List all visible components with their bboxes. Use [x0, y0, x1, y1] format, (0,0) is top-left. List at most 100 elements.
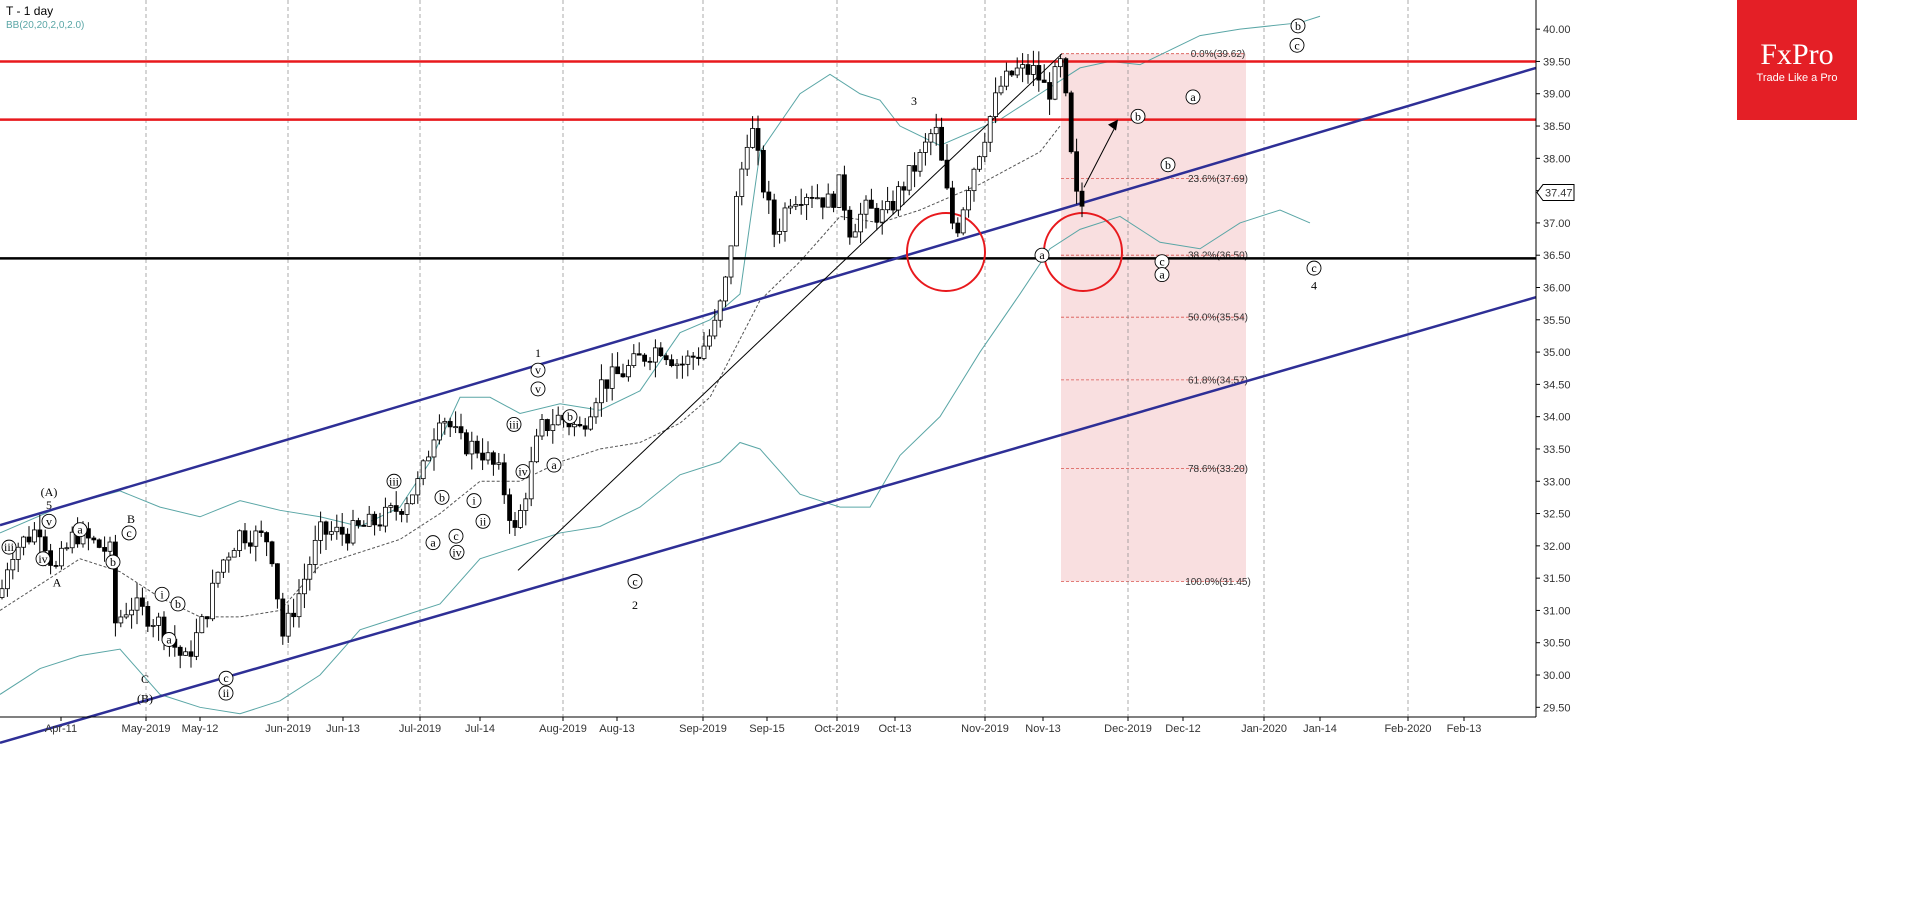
wave-label: (B) — [137, 692, 153, 706]
last-price-marker — [1536, 184, 1575, 202]
candle-bullish — [593, 402, 599, 418]
candle-bullish — [226, 556, 232, 561]
price-tick-label: 39.00 — [1543, 89, 1571, 101]
time-tick-label: Apr-11 — [45, 723, 77, 735]
candle-bullish — [107, 541, 113, 552]
candle-bearish — [669, 359, 674, 367]
wave-label-circle — [218, 685, 234, 701]
candle-bullish — [193, 632, 199, 657]
wave-label-circle — [562, 409, 578, 425]
candle-bearish — [501, 462, 507, 496]
candle-bearish — [26, 536, 32, 543]
candles — [0, 50, 1085, 669]
forecast-arrow — [1083, 129, 1115, 188]
candle-bullish — [534, 435, 539, 463]
candle-bullish — [858, 213, 863, 233]
candle-bullish — [993, 92, 998, 117]
wave-label: a — [1039, 248, 1045, 262]
price-tick-label: 35.00 — [1543, 347, 1571, 359]
time-tick-label: Dec-2019 — [1104, 723, 1152, 735]
fib-label: 100.0%(31.45) — [1185, 577, 1251, 588]
candle-bearish — [890, 200, 896, 211]
candle-bearish — [139, 597, 145, 607]
candle-bullish — [312, 539, 318, 565]
candle-bullish — [431, 439, 437, 458]
time-tick-label: Sep-15 — [749, 723, 784, 735]
candle-bearish — [939, 126, 944, 161]
wave-label-circle — [1289, 37, 1305, 53]
wave-label: a — [430, 536, 436, 550]
wave-label: iv — [518, 465, 527, 479]
time-tick-label: Feb-13 — [1447, 723, 1482, 735]
candle-bullish — [588, 416, 593, 430]
candle-bullish — [436, 422, 442, 441]
highlight-circle — [906, 211, 986, 292]
candle-bullish — [415, 478, 421, 496]
wave-label: i — [160, 587, 164, 601]
candle-bearish — [944, 159, 950, 189]
channel-lower-line — [0, 295, 1537, 745]
wave-label-circle — [1306, 260, 1322, 276]
candle-bullish — [485, 452, 491, 461]
price-tick-label: 40.00 — [1543, 24, 1571, 36]
candle-bearish — [1063, 58, 1069, 94]
candle-bullish — [301, 578, 307, 595]
candle-bullish — [366, 513, 372, 527]
wave-label: a — [1159, 268, 1165, 282]
wave-label-circle — [530, 381, 546, 397]
wave-label: B — [127, 512, 135, 526]
wave-label: c — [632, 574, 637, 588]
candle-bullish — [906, 165, 912, 191]
wave-label-circle — [105, 554, 121, 570]
candle-bullish — [1020, 64, 1025, 69]
time-tick-label: Oct-2019 — [814, 723, 859, 735]
candle-bearish — [507, 494, 513, 521]
indicator-label: BB(20,20,2,0,2.0) — [6, 20, 85, 31]
bb-upper — [0, 15, 1321, 534]
price-tick-label: 33.50 — [1543, 444, 1571, 456]
wave-label-circle — [546, 457, 562, 473]
wave-label: v — [46, 514, 52, 528]
price-tick-label: 35.50 — [1543, 315, 1571, 327]
wave-label: c — [126, 526, 131, 540]
candle-bullish — [750, 128, 755, 148]
wave-label: 1 — [535, 346, 541, 360]
candle-bullish — [334, 526, 340, 533]
candle-bullish — [32, 529, 37, 543]
candle-bullish — [1004, 70, 1009, 87]
candle-bearish — [901, 186, 907, 191]
candle-bullish — [555, 414, 561, 426]
time-tick-label: Jan-2020 — [1241, 723, 1287, 735]
time-tick-label: Jun-2019 — [265, 723, 311, 735]
chart-title: T - 1 day BB(20,20,2,0,2.0) — [6, 4, 84, 31]
candle-bullish — [707, 335, 712, 347]
time-tick-label: May-2019 — [122, 723, 171, 735]
candle-bullish — [825, 193, 831, 208]
wave-label: A — [53, 575, 62, 589]
candle-bullish — [631, 353, 637, 366]
bb-mid — [0, 125, 1061, 618]
candle-bullish — [723, 276, 728, 302]
candle-bearish — [1047, 82, 1052, 100]
candle-bearish — [874, 207, 880, 223]
candle-bullish — [296, 593, 302, 618]
candle-bullish — [734, 196, 739, 247]
time-tick-label: Nov-2019 — [961, 723, 1009, 735]
wave-label-circle — [154, 586, 170, 602]
candle-bearish — [1025, 64, 1031, 75]
candle-bullish — [960, 209, 966, 234]
wave-label: v — [535, 363, 541, 377]
candle-bearish — [393, 505, 399, 512]
candle-bullish — [388, 505, 394, 508]
candle-bearish — [145, 605, 151, 627]
wave-label: (A) — [41, 485, 58, 499]
candle-bearish — [766, 191, 772, 201]
candle-bullish — [150, 624, 156, 627]
candle-bullish — [1031, 65, 1036, 75]
logo-brand: FxPro — [1760, 38, 1834, 71]
candle-bearish — [955, 222, 961, 234]
price-tick-label: 37.00 — [1543, 218, 1571, 230]
wave-label-circle — [1185, 89, 1201, 105]
candle-bullish — [420, 460, 426, 480]
price-tick-label: 36.50 — [1543, 250, 1571, 262]
